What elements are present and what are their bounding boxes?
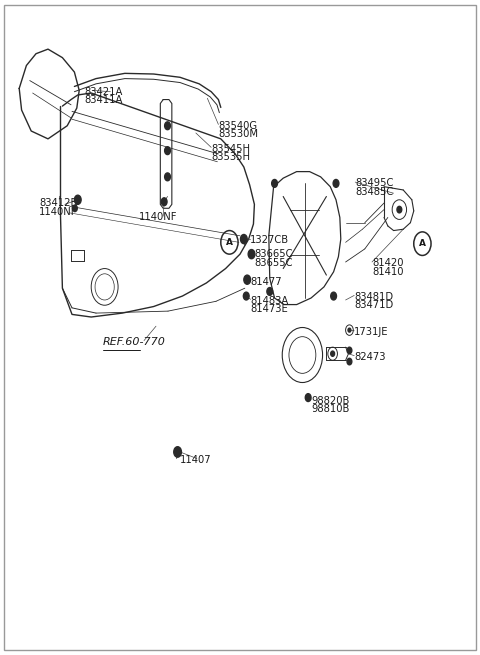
Circle shape — [165, 173, 170, 181]
Text: 81410: 81410 — [372, 267, 404, 277]
Text: 83545H: 83545H — [211, 143, 250, 154]
Text: 11407: 11407 — [180, 455, 212, 465]
Text: 83471D: 83471D — [354, 300, 394, 310]
Circle shape — [165, 147, 170, 155]
Text: 81483A: 81483A — [251, 295, 289, 306]
Circle shape — [244, 275, 251, 284]
Text: REF.60-770: REF.60-770 — [103, 337, 166, 347]
Text: A: A — [226, 238, 233, 247]
Text: 81473E: 81473E — [251, 304, 288, 314]
Text: 83540G: 83540G — [218, 121, 258, 131]
Text: 1140NF: 1140NF — [139, 212, 178, 223]
Text: 83412B: 83412B — [39, 198, 78, 208]
Circle shape — [161, 198, 167, 206]
Circle shape — [248, 250, 255, 259]
Text: 81420: 81420 — [372, 258, 404, 269]
Circle shape — [240, 234, 247, 244]
Text: 83485C: 83485C — [355, 187, 394, 197]
Text: 83655C: 83655C — [254, 257, 293, 268]
Text: 83411A: 83411A — [84, 95, 122, 105]
Text: 83495C: 83495C — [355, 178, 394, 189]
Text: 83421A: 83421A — [84, 86, 122, 97]
Text: 83535H: 83535H — [211, 152, 250, 162]
Text: A: A — [419, 239, 426, 248]
Text: 98820B: 98820B — [311, 396, 349, 406]
Circle shape — [267, 288, 273, 295]
Text: 82473: 82473 — [354, 352, 386, 362]
Circle shape — [397, 206, 402, 213]
Circle shape — [347, 358, 352, 365]
Circle shape — [331, 351, 335, 356]
Circle shape — [72, 205, 77, 212]
Circle shape — [74, 195, 81, 204]
Text: 98810B: 98810B — [311, 404, 349, 415]
Text: 1140NF: 1140NF — [39, 206, 78, 217]
Circle shape — [305, 394, 311, 402]
Text: 1327CB: 1327CB — [250, 235, 289, 246]
Circle shape — [243, 292, 249, 300]
Text: 1731JE: 1731JE — [354, 327, 389, 337]
Circle shape — [272, 179, 277, 187]
Circle shape — [174, 447, 181, 457]
Circle shape — [331, 292, 336, 300]
Text: 83665C: 83665C — [254, 249, 293, 259]
Circle shape — [165, 122, 170, 130]
Text: 83530M: 83530M — [218, 129, 258, 140]
Text: 83481D: 83481D — [354, 291, 394, 302]
Text: 81477: 81477 — [251, 276, 282, 287]
Circle shape — [347, 347, 352, 354]
Circle shape — [348, 328, 351, 332]
Circle shape — [333, 179, 339, 187]
